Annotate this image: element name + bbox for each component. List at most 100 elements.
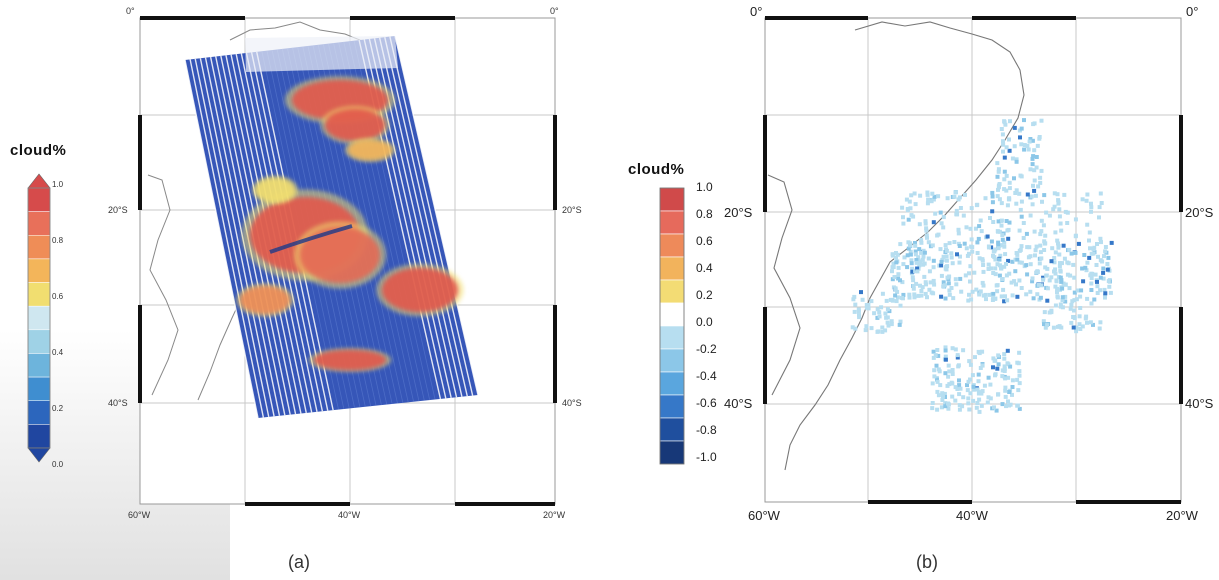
- cloud-pixel: [1089, 276, 1094, 280]
- cloud-pixel: [1099, 201, 1104, 205]
- cloud-pixel: [894, 255, 898, 260]
- cloud-pixel: [936, 393, 941, 398]
- cloud-pixel: [943, 357, 948, 362]
- cloud-pixel: [958, 276, 963, 281]
- cloud-pixel: [1002, 119, 1007, 124]
- cloud-pixel: [947, 274, 952, 279]
- cloud-pixel: [1055, 286, 1060, 291]
- cloud-pixel: [898, 242, 903, 247]
- cloud-pixel: [864, 324, 869, 329]
- cloud-pixel: [999, 201, 1004, 206]
- colorbar-a-swatch: [27, 329, 51, 354]
- cloud-pixel: [985, 234, 990, 239]
- caption-a: (a): [288, 552, 310, 572]
- cloud-pixel: [1028, 262, 1033, 267]
- cloud-pixel: [1096, 254, 1100, 259]
- cloud-pixel: [1002, 299, 1007, 304]
- cloud-pixel: [1002, 155, 1007, 160]
- cloud-pixel: [914, 260, 919, 265]
- cloud-pixel: [947, 241, 952, 246]
- cloud-pixel: [1057, 324, 1062, 329]
- cloud-pixel: [911, 286, 916, 291]
- cloud-pixel: [967, 271, 971, 276]
- cloud-pixel: [935, 377, 939, 382]
- cloud-pixel: [1000, 277, 1005, 281]
- cloud-pixel: [931, 278, 936, 283]
- cloud-pixel: [1030, 138, 1035, 143]
- cloud-pixel: [1024, 292, 1029, 297]
- cloud-pixel: [1108, 290, 1113, 295]
- colorbar-b-outline: [659, 187, 685, 465]
- cloud-pixel: [1101, 270, 1106, 275]
- lon-label-bottom-40w: 40°W: [956, 508, 988, 523]
- cloud-pixel: [1045, 286, 1050, 291]
- cloud-pixel: [1000, 402, 1005, 407]
- cloud-pixel: [912, 292, 917, 297]
- cloud-pixel: [1089, 281, 1094, 286]
- cloud-pixel: [993, 257, 998, 262]
- lon-label-bottom-60w: 60°W: [748, 508, 780, 523]
- cloud-pixel: [939, 294, 944, 299]
- cloud-pixel: [1014, 201, 1019, 206]
- cloud-pixel: [990, 200, 995, 205]
- cloud-pixel: [961, 395, 966, 400]
- cloud-pixel: [924, 282, 928, 287]
- cloud-pixel: [939, 259, 944, 264]
- cloud-pixel: [1005, 228, 1010, 233]
- cloud-pixel: [996, 246, 1001, 251]
- cloud-pixel: [986, 262, 991, 267]
- cloud-pixel: [1078, 327, 1083, 331]
- cloud-pixel: [953, 347, 958, 352]
- cloud-pixel: [985, 400, 990, 405]
- cloud-pixel: [1030, 162, 1035, 167]
- cloud-pixel: [1006, 399, 1010, 404]
- swath-scan-line: [384, 37, 468, 397]
- cloud-pixel: [999, 218, 1004, 223]
- cloud-pixel: [1063, 294, 1068, 299]
- cloud-pixel: [952, 240, 957, 244]
- cloud-pixel: [986, 244, 991, 249]
- colorbar-b-swatch: [659, 233, 685, 258]
- cloud-pixel: [1057, 214, 1062, 219]
- cloud-pixel: [860, 297, 865, 302]
- cloud-pixel: [1032, 148, 1037, 153]
- cloud-pixel: [1067, 247, 1072, 252]
- cloud-blob: [255, 178, 295, 202]
- cloud-pixel: [932, 282, 937, 287]
- cloud-pixel: [994, 408, 999, 413]
- cloud-pixel: [969, 297, 974, 302]
- cloud-pixel: [1106, 255, 1111, 260]
- lat-label-right-40s: 40°S: [1185, 396, 1214, 411]
- cloud-pixel: [918, 283, 922, 288]
- cloud-pixel: [999, 127, 1004, 131]
- cloud-pixel: [1098, 191, 1103, 196]
- cloud-pixel: [956, 231, 961, 236]
- cloud-pixel: [1027, 139, 1032, 144]
- cloud-pixel: [883, 311, 888, 316]
- cloud-pixel: [1099, 240, 1103, 245]
- cloud-pixel: [1019, 286, 1024, 290]
- cloud-pixel: [1085, 260, 1090, 265]
- cloud-pixel: [904, 197, 909, 202]
- cloud-pixel: [1005, 203, 1010, 208]
- cloud-pixel: [1047, 213, 1052, 218]
- cloud-pixel: [1028, 254, 1033, 259]
- cloud-pixel: [967, 407, 972, 412]
- cloud-pixel: [1052, 204, 1057, 209]
- cloud-pixel: [947, 288, 952, 293]
- cloud-pixel: [946, 374, 951, 379]
- cloud-pixel: [996, 187, 1000, 192]
- cloud-pixel: [981, 263, 986, 267]
- cloud-pixel: [967, 292, 971, 297]
- cloud-pixel: [973, 355, 977, 360]
- cloud-pixel: [995, 289, 1000, 294]
- cloud-pixel: [1010, 385, 1015, 389]
- cloud-pixel: [883, 328, 888, 333]
- cloud-pixel: [1038, 232, 1043, 237]
- cloud-pixel: [970, 249, 975, 254]
- cloud-pixel: [1089, 288, 1094, 292]
- cloud-pixel: [1052, 256, 1057, 260]
- cloud-pixel: [917, 222, 922, 227]
- cloud-pixel: [1083, 316, 1088, 321]
- cloud-pixel: [918, 259, 923, 264]
